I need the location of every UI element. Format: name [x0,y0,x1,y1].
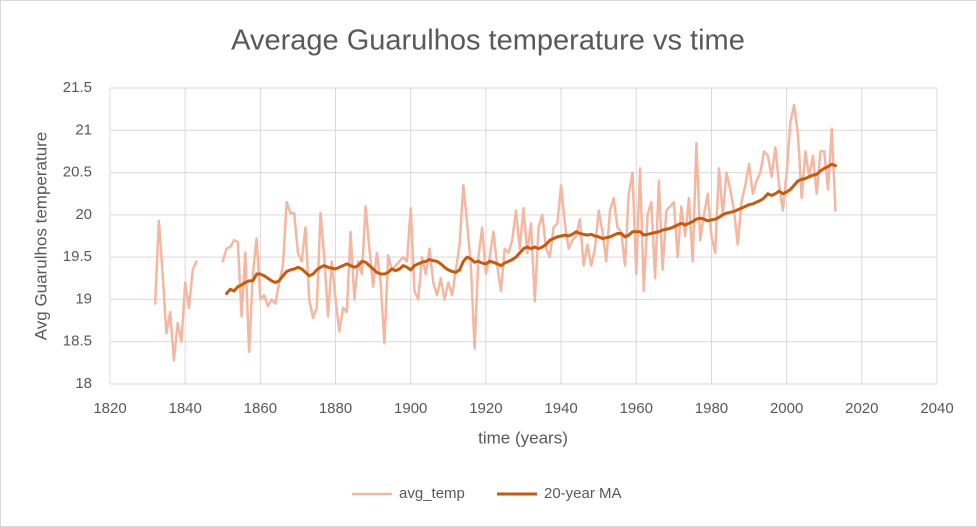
y-tick-label: 19.5 [63,248,92,265]
x-tick-label: 1940 [544,400,577,417]
chart-title: Average Guarulhos temperature vs time [231,25,745,57]
y-tick-label: 18.5 [63,333,92,350]
x-tick-label: 2040 [920,400,953,417]
x-tick-label: 1980 [695,400,728,417]
series-line [225,162,837,296]
x-tick-label: 1860 [244,400,277,417]
y-tick-label: 18 [75,375,92,392]
y-axis-label: Avg Guarulhos temperature [31,132,50,341]
legend-label: 20-year MA [544,485,622,502]
x-tick-label: 2000 [770,400,803,417]
y-tick-label: 20 [75,206,92,223]
x-tick-label: 1880 [319,400,352,417]
x-tick-label: 1960 [620,400,653,417]
y-tick-label: 21 [75,121,92,138]
x-tick-label: 1820 [93,400,126,417]
y-tick-label: 19 [75,290,92,307]
x-tick-label: 2020 [845,400,878,417]
legend-label: avg_temp [399,485,465,502]
y-tick-label: 20.5 [63,164,92,181]
legend: avg_temp 20-year MA [352,485,622,502]
x-axis-label: time (years) [478,428,568,447]
x-tick-label: 1840 [168,400,201,417]
plot [153,103,837,362]
x-tick-label: 1920 [469,400,502,417]
y-tick-label: 21.5 [63,79,92,96]
x-tick-label: 1900 [394,400,427,417]
